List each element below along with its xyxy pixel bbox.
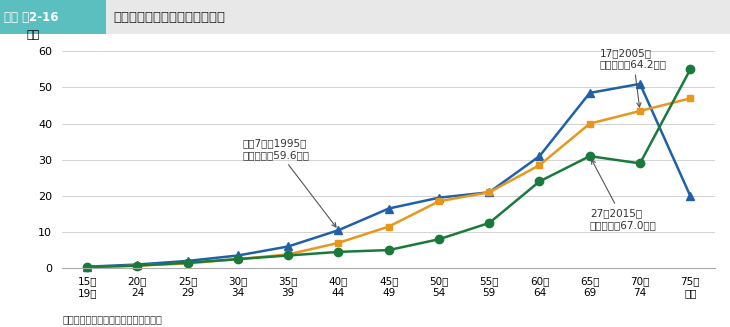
Text: 17（2005）
（平均年齢64.2歳）: 17（2005） （平均年齢64.2歳） (600, 48, 666, 107)
Text: 年齢階層別基幹的農業従事者数: 年齢階層別基幹的農業従事者数 (113, 11, 225, 24)
Bar (106, 0, 730, 34)
Text: 図表 特2-16: 図表 特2-16 (4, 11, 58, 24)
Text: 27（2015）
（平均年齢67.0歳）: 27（2015） （平均年齢67.0歳） (590, 160, 656, 230)
Text: 資料：農林水産省「農林業センサス」: 資料：農林水産省「農林業センサス」 (62, 314, 162, 324)
Bar (0, 0, 106, 34)
Text: 万人: 万人 (26, 30, 39, 40)
Text: 平成7年（1995）
（平均年齢59.6歳）: 平成7年（1995） （平均年齢59.6歳） (243, 138, 336, 227)
